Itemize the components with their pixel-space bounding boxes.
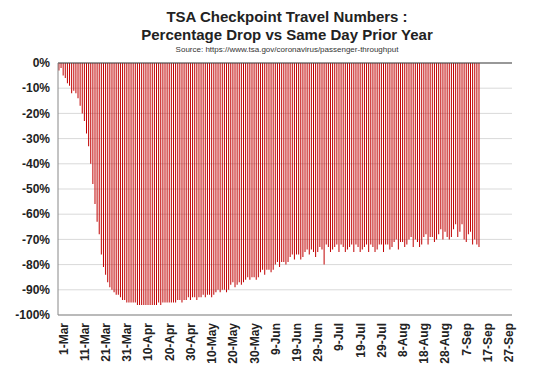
svg-text:9-Jun: 9-Jun: [269, 323, 283, 355]
svg-text:9-Jul: 9-Jul: [332, 323, 346, 351]
svg-text:10-Apr: 10-Apr: [141, 323, 155, 361]
svg-text:-90%: -90%: [22, 283, 50, 297]
svg-text:28-Aug: 28-Aug: [438, 323, 452, 364]
svg-text:31-Mar: 31-Mar: [120, 323, 134, 362]
svg-text:30-Apr: 30-Apr: [184, 323, 198, 361]
svg-text:-50%: -50%: [22, 182, 50, 196]
svg-text:-80%: -80%: [22, 258, 50, 272]
svg-text:-70%: -70%: [22, 233, 50, 247]
svg-text:19-Jul: 19-Jul: [354, 323, 368, 358]
html-text:Source: https://www.tsa.gov/co: Source: https://www.tsa.gov/coronavirus/…: [175, 45, 399, 54]
svg-text:1-Mar: 1-Mar: [57, 323, 71, 355]
svg-text:0%: 0%: [33, 56, 51, 70]
svg-text:-10%: -10%: [22, 81, 50, 95]
svg-text:7-Sep: 7-Sep: [460, 323, 474, 356]
svg-text:29-Jun: 29-Jun: [311, 323, 325, 362]
svg-text:-30%: -30%: [22, 132, 50, 146]
svg-text:29-Jul: 29-Jul: [375, 323, 389, 358]
html-text:TSA Checkpoint Travel Numbers: TSA Checkpoint Travel Numbers :: [166, 8, 408, 25]
svg-text:27-Sep: 27-Sep: [502, 323, 516, 362]
svg-text:10-May: 10-May: [205, 323, 219, 364]
svg-text:-60%: -60%: [22, 207, 50, 221]
svg-text:20-Apr: 20-Apr: [163, 323, 177, 361]
svg-text:-40%: -40%: [22, 157, 50, 171]
svg-text:18-Aug: 18-Aug: [417, 323, 431, 364]
svg-text:-100%: -100%: [15, 308, 50, 322]
svg-text:19-Jun: 19-Jun: [290, 323, 304, 362]
svg-text:8-Aug: 8-Aug: [396, 323, 410, 357]
svg-text:11-Mar: 11-Mar: [78, 323, 92, 361]
svg-text:21-Mar: 21-Mar: [99, 323, 113, 362]
html-text:Percentage Drop vs Same Day Pr: Percentage Drop vs Same Day Prior Year: [141, 26, 433, 43]
svg-text:30-May: 30-May: [248, 323, 262, 364]
svg-text:17-Sep: 17-Sep: [481, 323, 495, 362]
svg-text:20-May: 20-May: [226, 323, 240, 364]
svg-text:-20%: -20%: [22, 107, 50, 121]
